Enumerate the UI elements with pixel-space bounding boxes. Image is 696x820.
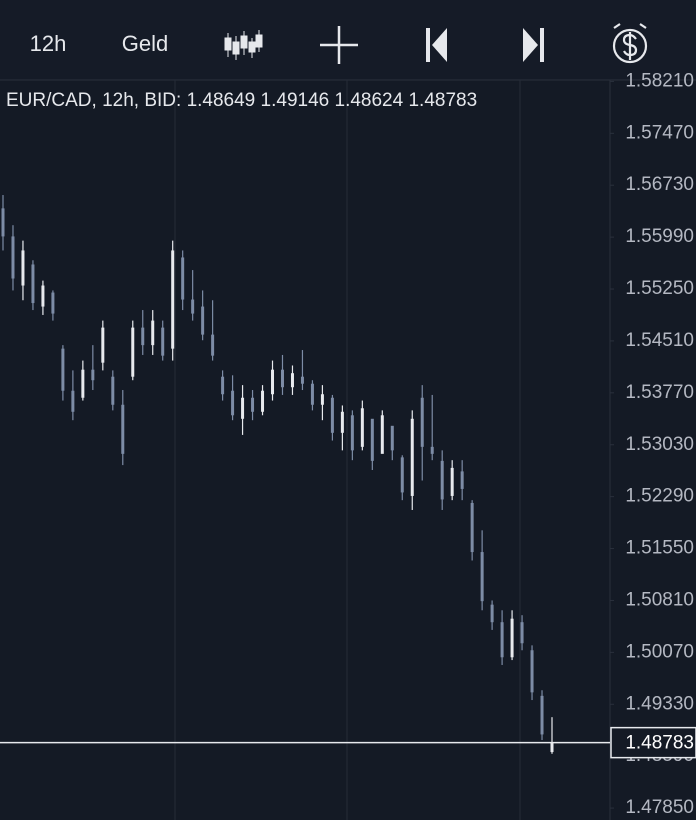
y-tick-label: 1.56730 [625,174,694,195]
candle-body [231,390,235,416]
candle-body [211,334,215,356]
candle-body [121,404,125,454]
y-tick-label: 1.53770 [625,382,694,403]
candle-body [1,208,5,237]
candle-body [71,390,75,412]
y-tick-label: 1.49330 [625,693,694,714]
candle-body [400,457,404,493]
candle-body [91,369,95,381]
candle-body [540,695,544,735]
candle-body [420,397,424,447]
candle-body [61,348,65,391]
candle-body [191,299,195,314]
candle-body [81,369,85,398]
candle-body [41,285,45,307]
candle-body [530,650,534,693]
candle-body [510,618,514,658]
candle-body [330,397,334,433]
candle-body [490,604,494,623]
candle-body [241,397,245,419]
candle-body [410,418,414,496]
price-label: 1.48783 [625,733,694,754]
price-label-box [610,726,696,759]
candle-body [161,327,165,356]
y-tick-label: 1.51550 [625,538,694,559]
candle-body [101,327,105,363]
y-tick-label: 1.55250 [625,278,694,299]
candle-body [360,408,364,447]
close-value: 1.48783 [408,90,478,111]
candle-body [11,236,15,279]
y-tick-label: 1.57470 [625,122,694,143]
alert-button[interactable] [612,23,648,64]
candle-body [350,415,354,451]
y-tick-label: 1.55990 [625,226,694,247]
candle-body [450,467,454,496]
candle-body [380,415,384,454]
candle-body [51,292,55,314]
candle-body [151,320,155,346]
chart-type-button[interactable] [224,30,263,60]
candle-body [370,418,374,461]
candle-body [280,369,284,388]
candle-body [290,373,294,388]
candle-body [520,622,524,644]
candle-body [340,411,344,433]
candle-body [171,250,175,349]
open-value: 1.48649 [186,90,256,111]
y-tick-label: 1.47850 [625,797,694,818]
candle-body [201,306,205,335]
y-tick-label: 1.50070 [625,641,694,662]
interval-button[interactable]: 12h [30,31,67,56]
candle-body [550,742,554,753]
y-tick-label: 1.53030 [625,434,694,455]
candle-body [251,397,255,412]
candle-body [300,376,304,384]
candle-body [310,383,314,405]
candle-body [21,250,25,286]
high-value: 1.49146 [260,90,330,111]
jump-start-button[interactable] [426,28,447,62]
candle-body [141,327,145,346]
toolbar [0,0,696,80]
price-side-button[interactable]: Geld [122,31,168,56]
candle-body [500,622,504,658]
candle-body [131,327,135,377]
candle-body [430,446,434,454]
y-tick-label: 1.54510 [625,330,694,351]
candle-body [221,376,225,395]
time-grid [174,80,521,820]
candle-body [261,390,265,412]
candle-body [470,502,474,553]
candle-body [111,376,115,405]
candle-body [390,425,394,451]
candle-body [480,552,484,602]
candle-body [271,369,275,395]
y-tick-label: 1.52290 [625,486,694,507]
symbol-label: EUR/CAD, 12h, BID: [6,90,182,111]
candle-body [31,264,35,304]
low-value: 1.48624 [334,90,404,111]
crosshair-button[interactable] [320,26,358,64]
candle-body [440,460,444,500]
y-tick-label: 1.58210 [625,70,694,91]
jump-end-button[interactable] [523,28,544,62]
symbol-header: EUR/CAD, 12h, BID: 1.48649 1.49146 1.486… [6,90,477,112]
candle-body [320,394,324,405]
y-tick-label: 1.50810 [625,589,694,610]
candle-body [181,257,185,300]
candle-body [460,471,464,489]
